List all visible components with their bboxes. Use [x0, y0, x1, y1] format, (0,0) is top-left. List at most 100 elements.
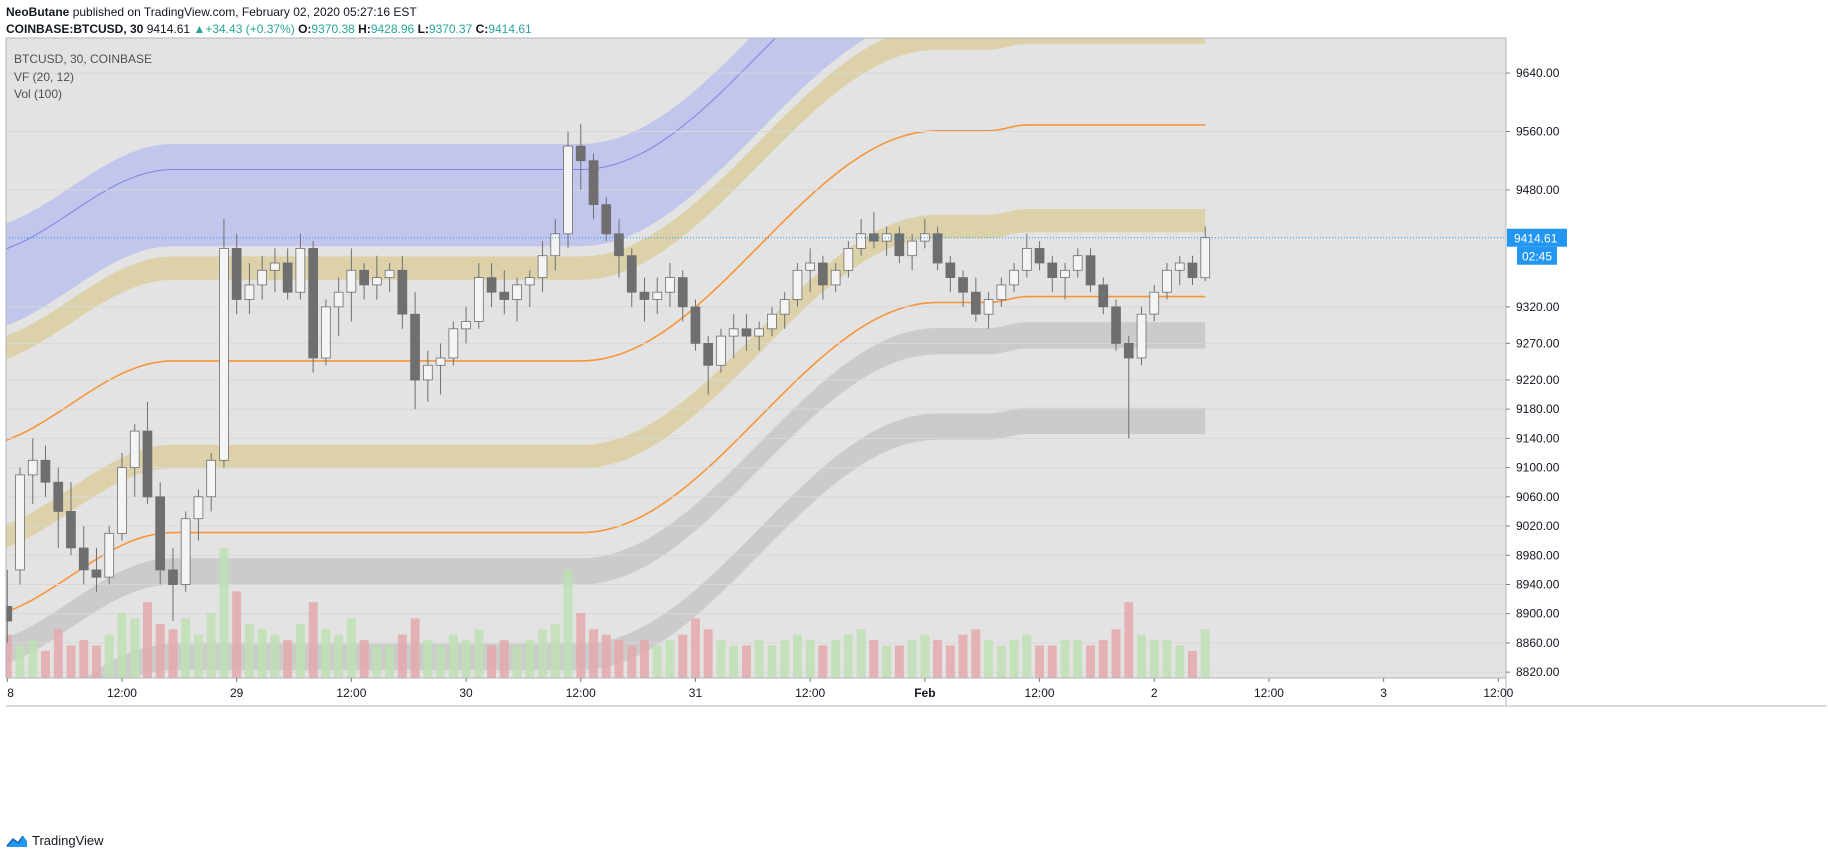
yellow-band-upper [6, 38, 1206, 360]
volume-bar [245, 623, 254, 678]
candle-body [1085, 255, 1096, 286]
volume-bar [321, 629, 331, 678]
volume-bar [856, 629, 866, 678]
candle-body [843, 247, 854, 271]
candle-body [1034, 247, 1045, 264]
volume-bar [691, 618, 700, 678]
candle-body [384, 269, 395, 278]
high-label: H: [358, 22, 371, 36]
orange-line-lower [6, 295, 1206, 613]
x-tick-label: 30 [459, 686, 473, 700]
orange-line-upper [6, 124, 1206, 442]
volume-bar [716, 640, 726, 678]
y-tick-label: 9100.00 [1516, 461, 1560, 475]
candle-body [308, 247, 319, 359]
change-value: +34.43 (+0.37%) [205, 22, 295, 36]
y-tick-label: 9060.00 [1516, 490, 1560, 504]
volume-bar [206, 613, 216, 678]
y-tick-label: 9020.00 [1516, 519, 1560, 533]
volume-bar [130, 618, 140, 678]
candle-body [168, 569, 178, 585]
volume-bar [971, 629, 981, 678]
volume-bar [767, 645, 777, 678]
volume-bar [79, 640, 89, 678]
volume-bar [614, 640, 624, 678]
volume-bar [283, 640, 293, 678]
volume-bar [28, 640, 38, 678]
volume-bar [155, 623, 165, 678]
countdown-bg [1517, 246, 1557, 265]
publish-text: published on TradingView.com, February 0… [72, 5, 417, 19]
candle-body [1009, 269, 1019, 286]
volume-layer [6, 548, 1210, 678]
y-tick-label: 9180.00 [1516, 402, 1560, 416]
volume-bar [550, 623, 560, 678]
volume-bar [1035, 645, 1044, 678]
candle-body [728, 328, 739, 337]
author-name[interactable]: NeoButane [6, 5, 70, 19]
candle-body [983, 299, 994, 315]
candle-body [6, 606, 13, 622]
y-tick-label: 9270.00 [1516, 336, 1560, 350]
candle-body [231, 247, 242, 300]
volume-bar [589, 629, 598, 678]
open-value: 9370.38 [311, 22, 355, 36]
volume-bar [742, 645, 751, 678]
volume-bar [168, 629, 178, 678]
volume-bar [385, 645, 394, 678]
volume-bar [512, 645, 522, 678]
candle-body [448, 328, 459, 359]
price-tag-value: 9414.61 [1514, 232, 1558, 246]
volume-bar [831, 640, 841, 678]
candle-body [1149, 291, 1160, 315]
candle-body [767, 313, 777, 330]
volume-bar [780, 640, 790, 678]
candle-body [1072, 255, 1083, 271]
candle-body [282, 262, 293, 293]
legend-indicator-vf[interactable]: VF (20, 12) [14, 70, 75, 84]
candle-body [66, 510, 76, 549]
y-tick-label: 9320.00 [1516, 300, 1560, 314]
legend-indicator-vol[interactable]: Vol (100) [14, 87, 63, 101]
candle-body [588, 160, 599, 205]
y-tick-label: 8940.00 [1516, 577, 1560, 591]
candle-body [295, 247, 306, 293]
candle-body [27, 459, 38, 476]
plot-layer [6, 38, 1506, 678]
gray-band-upper [6, 322, 1206, 664]
footer-logo[interactable]: TradingView [6, 833, 104, 848]
volume-bar [1162, 640, 1172, 678]
volume-bar [66, 645, 76, 678]
candle-body [1187, 262, 1198, 279]
volume-bar [117, 613, 127, 678]
candle-body [550, 233, 561, 257]
candle-body [422, 364, 433, 381]
volume-bar [703, 629, 713, 678]
candle-body [206, 459, 216, 498]
legend-symbol[interactable]: BTCUSD, 30, COINBASE [14, 52, 153, 66]
candle-body [754, 328, 765, 337]
volume-bar [270, 634, 280, 678]
footer-brand: TradingView [32, 833, 104, 848]
candle-body [665, 277, 675, 293]
price-tag-bg [1507, 228, 1567, 247]
candle-body [1162, 269, 1172, 293]
candle-body [142, 430, 153, 498]
x-tick-label: 12:00 [566, 686, 596, 700]
volume-bar [601, 634, 611, 678]
low-value: 9370.37 [428, 22, 473, 36]
candle-body [461, 321, 471, 330]
tradingview-logo-icon [6, 835, 27, 847]
last-price: 9414.61 [146, 22, 191, 36]
candle-body [907, 240, 918, 257]
volume-bar [15, 645, 25, 678]
candle-body [397, 269, 408, 315]
candle-body [117, 467, 127, 534]
volume-bar [143, 602, 152, 678]
candle-body [703, 342, 714, 366]
candle-body [244, 284, 255, 300]
candle-body [652, 291, 663, 300]
close-value: 9414.61 [488, 22, 532, 36]
candle-body [320, 306, 331, 359]
